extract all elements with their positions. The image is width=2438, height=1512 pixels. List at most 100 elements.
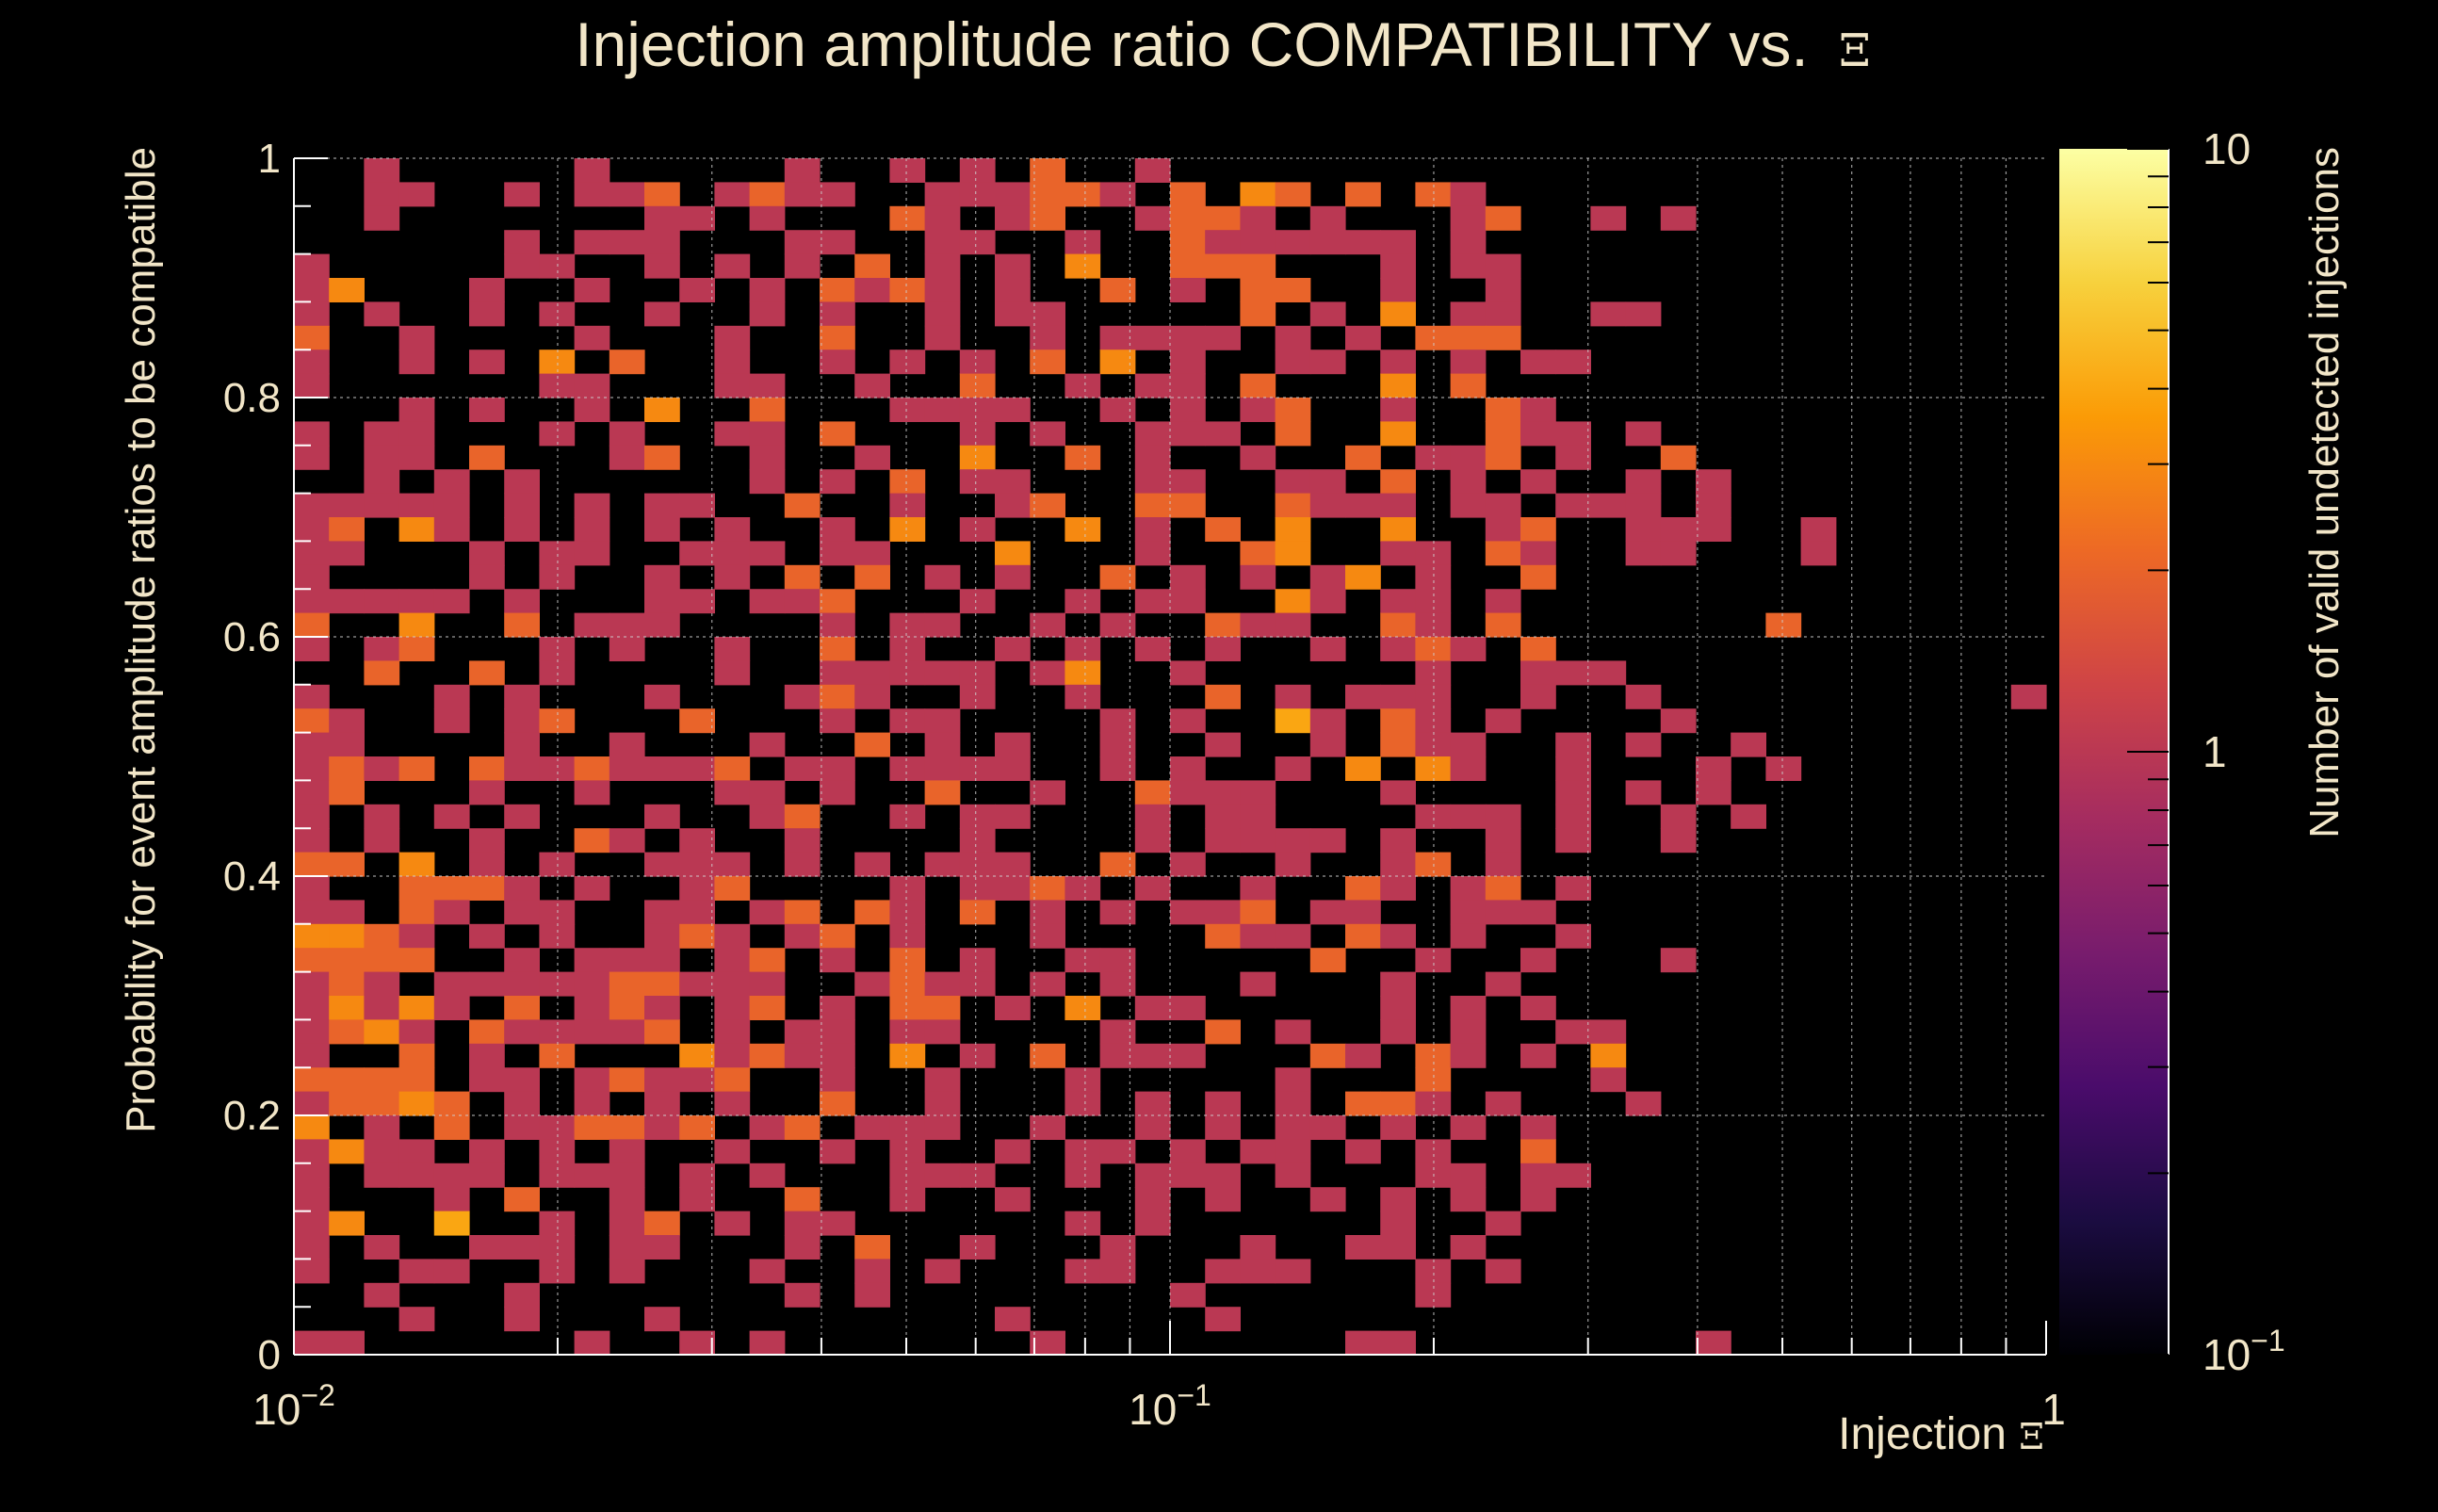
heatmap-cell [1345, 900, 1381, 925]
heatmap-cell [1275, 493, 1311, 518]
heatmap-cell [1345, 493, 1381, 518]
heatmap-cell [1590, 493, 1627, 518]
heatmap-cell [539, 1235, 576, 1260]
heatmap-cell [889, 1019, 926, 1045]
heatmap-cell [329, 1091, 365, 1116]
heatmap-cell [294, 708, 330, 734]
heatmap-cell [749, 398, 786, 422]
heatmap-cell [1485, 971, 1521, 997]
heatmap-cell [1275, 350, 1311, 375]
heatmap-cell [294, 684, 330, 709]
heatmap-cell [398, 1019, 435, 1045]
heatmap-cell [398, 1307, 435, 1332]
heatmap-cell [1170, 421, 1206, 447]
heatmap-cell [1520, 1187, 1556, 1212]
heatmap-cell [1309, 637, 1346, 661]
heatmap-cell [644, 996, 680, 1020]
heatmap-cell [959, 660, 996, 686]
heatmap-cell [364, 923, 400, 949]
heatmap-cell [329, 1211, 365, 1236]
heatmap-cell [574, 780, 610, 805]
heatmap-cell [1520, 684, 1556, 709]
heatmap-cell [714, 1091, 751, 1116]
heatmap-cell [1309, 708, 1346, 734]
heatmap-cell [1660, 828, 1697, 854]
heatmap-cell [1660, 445, 1697, 470]
heatmap-cell [1275, 756, 1311, 781]
heatmap-cell [784, 684, 821, 709]
heatmap-cell [433, 684, 470, 709]
heatmap-cell [714, 971, 751, 997]
heatmap-cell [924, 1259, 961, 1284]
heatmap-cell [959, 756, 996, 781]
heatmap-cell [1309, 1043, 1346, 1068]
heatmap-cell [644, 804, 680, 829]
heatmap-cell [1170, 230, 1206, 255]
heatmap-cell [784, 253, 821, 279]
heatmap-cell [644, 1091, 680, 1116]
heatmap-cell [1134, 637, 1171, 661]
heatmap-cell [469, 445, 505, 470]
heatmap-cell [1380, 1235, 1416, 1260]
heatmap-cell [1450, 469, 1487, 495]
heatmap-cell [1275, 230, 1311, 255]
heatmap-cell [820, 1139, 855, 1164]
heatmap-cell [504, 876, 540, 901]
heatmap-cell [469, 828, 505, 854]
heatmap-cell [1030, 612, 1065, 638]
heatmap-cell [1205, 612, 1241, 638]
heatmap-cell [294, 517, 330, 542]
heatmap-cell [1625, 541, 1662, 566]
heatmap-cell [294, 780, 330, 805]
heatmap-cell [889, 756, 926, 781]
heatmap-cell [749, 469, 786, 495]
heatmap-cell [784, 852, 821, 877]
heatmap-cell [1625, 732, 1662, 757]
heatmap-cell [1415, 756, 1452, 781]
heatmap-cell [1134, 1091, 1171, 1116]
heatmap-cell [889, 350, 926, 375]
heatmap-cell [1555, 804, 1591, 829]
heatmap-cell [995, 1139, 1031, 1164]
heatmap-cell [1275, 828, 1311, 854]
heatmap-cell [1030, 780, 1065, 805]
heatmap-cell [924, 971, 961, 997]
heatmap-cell [398, 923, 435, 949]
heatmap-cell [294, 612, 330, 638]
heatmap-cell [1380, 1330, 1416, 1356]
heatmap-cell [1030, 923, 1065, 949]
heatmap-cell [1625, 780, 1662, 805]
heatmap-cell [504, 469, 540, 495]
heatmap-cell [1030, 876, 1065, 901]
heatmap-cell [398, 1139, 435, 1164]
heatmap-cell [644, 684, 680, 709]
heatmap-cell [398, 852, 435, 877]
heatmap-cell [329, 708, 365, 734]
heatmap-cell [784, 1115, 821, 1140]
heatmap-cell [1205, 900, 1241, 925]
heatmap-cell [1415, 541, 1452, 566]
heatmap-cell [820, 589, 855, 614]
heatmap-cell [1485, 1091, 1521, 1116]
heatmap-cell [1555, 1019, 1591, 1045]
heatmap-cell [1309, 732, 1346, 757]
heatmap-cell [1415, 684, 1452, 709]
heatmap-cell [1380, 301, 1416, 327]
color-scale-bar: 10 1 10−1 [2059, 124, 2285, 1379]
heatmap-cell [959, 948, 996, 973]
heatmap-cell [924, 612, 961, 638]
heatmap-cell [398, 350, 435, 375]
heatmap-cell [294, 278, 330, 302]
heatmap-cell [1415, 660, 1452, 686]
heatmap-cell [1380, 684, 1416, 709]
heatmap-cell [433, 1162, 470, 1188]
heatmap-cell [1520, 469, 1556, 495]
heatmap-cell [679, 1043, 715, 1068]
heatmap-cell [1345, 182, 1381, 207]
heatmap-cell [1660, 708, 1697, 734]
heatmap-cell [1415, 445, 1452, 470]
heatmap-cell [784, 1043, 821, 1068]
heatmap-cell [679, 756, 715, 781]
heatmap-cell [644, 1019, 680, 1045]
